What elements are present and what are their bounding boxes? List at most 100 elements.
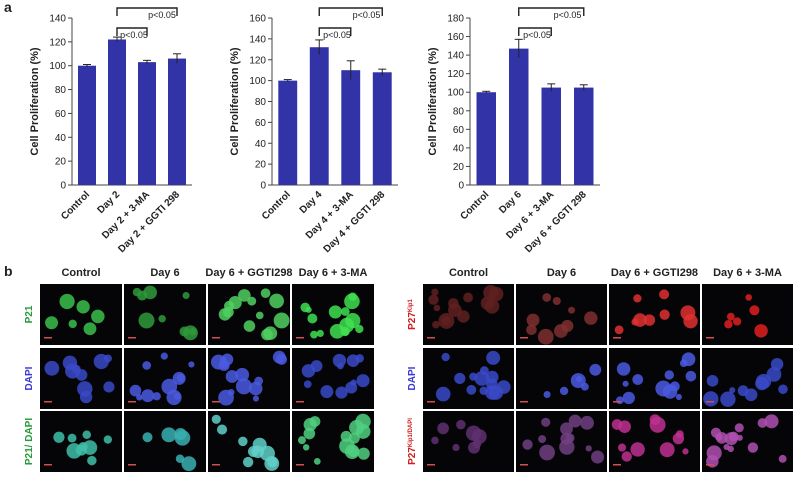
- cell: [68, 319, 77, 329]
- error-bar: [378, 68, 387, 76]
- cell: [720, 391, 736, 407]
- cell: [575, 376, 583, 383]
- cell: [682, 448, 689, 455]
- cell: [468, 441, 481, 454]
- y-tick-label: 60: [55, 109, 67, 120]
- cell: [488, 385, 504, 400]
- cell: [307, 313, 318, 324]
- cell: [136, 394, 143, 401]
- y-tick-label: 100: [49, 61, 66, 72]
- significance-label: p<0.05: [323, 30, 351, 40]
- cell: [580, 415, 594, 430]
- cell: [585, 445, 592, 452]
- scale-bar: [613, 464, 621, 466]
- cell: [44, 360, 60, 376]
- cell: [225, 370, 239, 383]
- cell: [469, 372, 478, 381]
- cell: [228, 295, 242, 310]
- cell: [706, 455, 719, 468]
- cell: [616, 362, 631, 376]
- x-tick-label: Day 4: [298, 189, 325, 216]
- cell: [320, 385, 334, 399]
- cell: [161, 378, 178, 395]
- cell: [778, 384, 788, 395]
- cell: [238, 436, 248, 447]
- significance-label: p<0.05: [554, 10, 582, 20]
- scale-bar: [212, 464, 220, 466]
- cell: [431, 436, 439, 445]
- row-label-sup: Kip1/DAPI: [408, 418, 414, 447]
- cell: [617, 443, 627, 452]
- error-bar: [346, 60, 355, 80]
- scale-bar: [427, 337, 435, 339]
- y-tick-label: 160: [249, 14, 266, 25]
- cell: [355, 324, 364, 334]
- cell: [67, 433, 77, 443]
- cell: [724, 432, 738, 446]
- row-label: DAPI: [24, 366, 35, 390]
- cell: [91, 309, 105, 324]
- cell: [435, 386, 451, 402]
- cell: [129, 384, 142, 397]
- bar: [541, 87, 561, 185]
- cell: [53, 431, 65, 443]
- cell: [355, 424, 371, 439]
- error-bar: [283, 79, 292, 82]
- cell: [438, 312, 455, 329]
- bar: [341, 70, 361, 185]
- cell: [309, 416, 321, 427]
- cell: [255, 311, 264, 320]
- error-bar: [83, 64, 91, 67]
- cell: [264, 456, 280, 471]
- cell: [685, 370, 697, 382]
- cell: [345, 381, 358, 394]
- y-tick-label: 40: [55, 133, 67, 144]
- column-label: Control: [449, 267, 488, 279]
- cell: [82, 430, 91, 440]
- scale-bar: [520, 401, 528, 403]
- cell: [669, 381, 680, 392]
- x-tick-label: Control: [260, 189, 293, 222]
- cell: [181, 456, 197, 472]
- cell: [251, 445, 265, 459]
- significance-bracket: [318, 7, 383, 16]
- y-axis-label: Cell Proliferation (%): [229, 47, 241, 156]
- cell: [649, 414, 661, 425]
- cell: [479, 386, 488, 395]
- bar: [168, 58, 186, 185]
- cell: [541, 417, 551, 427]
- cell: [302, 444, 310, 451]
- row-label: P21: [24, 305, 35, 323]
- cell: [216, 424, 228, 435]
- cell: [242, 456, 254, 468]
- x-tick-label: Control: [458, 189, 491, 222]
- cell: [235, 367, 250, 382]
- bar: [138, 62, 156, 186]
- cell: [211, 414, 221, 424]
- cell: [778, 454, 787, 463]
- cell: [339, 438, 355, 454]
- column-label: Day 6 + 3-MA: [299, 267, 368, 279]
- scale-bar: [212, 337, 220, 339]
- scale-bar: [44, 337, 52, 339]
- scale-bar: [296, 464, 304, 466]
- cell: [614, 325, 624, 335]
- cell: [303, 380, 312, 389]
- significance-bracket: [318, 27, 352, 36]
- cell: [132, 287, 142, 297]
- scale-bar: [128, 337, 136, 339]
- cell: [537, 328, 554, 345]
- y-tick-label: 140: [49, 14, 66, 25]
- bar: [309, 47, 329, 185]
- y-tick-label: 40: [255, 139, 267, 150]
- cell: [589, 363, 602, 376]
- cell: [543, 391, 551, 399]
- scale-bar: [128, 401, 136, 403]
- micrograph: [423, 348, 514, 409]
- y-tick-label: 80: [255, 97, 267, 108]
- x-tick-label: Control: [59, 189, 92, 222]
- cell: [433, 304, 441, 312]
- cell: [59, 293, 75, 310]
- cell: [483, 284, 499, 301]
- y-tick-label: 180: [447, 14, 464, 25]
